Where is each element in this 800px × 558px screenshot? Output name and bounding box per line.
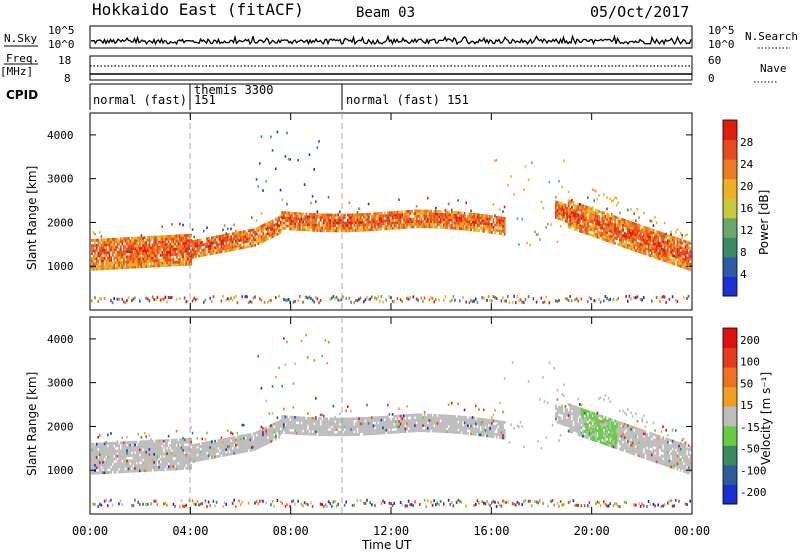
- power-colorbar-swatch-4: [723, 198, 737, 218]
- freq-label-2: [MHz]: [0, 65, 33, 78]
- velocity-colorbar-swatch-3: [723, 426, 737, 446]
- power-colorbar-tick-2: 12: [740, 224, 753, 237]
- power-colorbar-swatch-7: [723, 140, 737, 160]
- cpid-strip: CPID normal (fast) 151 themis 3300 norma…: [6, 83, 692, 110]
- velocity-colorbar-swatch-1: [723, 465, 737, 485]
- velocity-colorbar-tick-2: 50: [740, 377, 753, 390]
- cpid-segment-2: themis 3300: [194, 83, 273, 97]
- velocity-ytick-3: 4000: [47, 333, 74, 346]
- power-colorbar-swatch-0: [723, 276, 737, 296]
- nave-tick-top: 60: [708, 54, 721, 67]
- power-ytick-2: 3000: [47, 173, 74, 186]
- nsky-tick-bottom: 10^0: [48, 38, 75, 51]
- velocity-ytick-0: 1000: [47, 464, 74, 477]
- power-colorbar-swatch-6: [723, 159, 737, 179]
- power-colorbar-tick-4: 20: [740, 180, 753, 193]
- velocity-colorbar-swatch-8: [723, 328, 737, 348]
- power-colorbar-swatch-2: [723, 237, 737, 257]
- power-colorbar-tick-6: 28: [740, 136, 753, 149]
- velocity-ytick-2: 3000: [47, 377, 74, 390]
- velocity-colorbar-swatch-2: [723, 445, 737, 465]
- power-ytick-3: 4000: [47, 129, 74, 142]
- beam-title: Beam 03: [356, 5, 415, 21]
- cpid-label: CPID: [6, 88, 38, 102]
- velocity-colorbar-swatch-5: [723, 387, 737, 407]
- velocity-colorbar-tick-0: 200: [740, 334, 760, 347]
- nave-tick-bottom: 0: [708, 72, 715, 85]
- date-title: 05/Oct/2017: [590, 3, 689, 21]
- freq-label-1: Freq.: [6, 52, 39, 65]
- power-ytick-1: 2000: [47, 216, 74, 229]
- nsearch-tick-bottom: 10^0: [708, 38, 735, 51]
- velocity-colorbar-label: Velocity [m s⁻¹]: [759, 372, 773, 465]
- power-colorbar-swatch-5: [723, 179, 737, 199]
- power-panel: 1000 2000 3000 4000 Slant Range [km] 4 8 12 16…: [25, 113, 771, 310]
- station-title: Hokkaido East (fitACF): [92, 0, 304, 19]
- freq-strip: Freq. [MHz] 18 8 60 0 Nave: [0, 52, 787, 85]
- velocity-colorbar-tick-6: -100: [740, 464, 767, 477]
- power-ytick-0: 1000: [47, 260, 74, 273]
- x-tick-5: 20:00: [574, 524, 610, 538]
- nsearch-label: N.Search: [745, 30, 798, 43]
- velocity-colorbar-tick-1: 100: [740, 356, 760, 369]
- velocity-colorbar-swatch-7: [723, 348, 737, 368]
- power-ylabel: Slant Range [km]: [25, 166, 39, 270]
- x-axis-title: Time UT: [361, 538, 412, 552]
- power-colorbar-tick-5: 24: [740, 158, 754, 171]
- x-tick-6: 00:00: [674, 524, 710, 538]
- x-tick-3: 12:00: [373, 524, 409, 538]
- x-tick-4: 16:00: [473, 524, 509, 538]
- power-colorbar-tick-0: 4: [740, 268, 747, 281]
- power-colorbar-tick-1: 8: [740, 246, 747, 259]
- nave-label: Nave: [760, 62, 787, 75]
- nsky-strip: N.Sky 10^5 10^0 10^5 10^0 N.Search: [4, 24, 798, 51]
- x-tick-1: 04:00: [172, 524, 208, 538]
- power-colorbar-swatch-3: [723, 218, 737, 238]
- nsky-label: N.Sky: [4, 32, 37, 45]
- velocity-colorbar-swatch-4: [723, 406, 737, 426]
- power-colorbar-label: Power [dB]: [757, 190, 771, 255]
- velocity-ylabel: Slant Range [km]: [25, 372, 39, 476]
- velocity-colorbar-tick-3: 15: [740, 399, 753, 412]
- nsearch-tick-top: 10^5: [708, 24, 735, 37]
- velocity-ytick-1: 2000: [47, 420, 74, 433]
- velocity-colorbar-tick-4: -15: [740, 421, 760, 434]
- power-colorbar: 4 8 12 16 20 24 28: [723, 120, 754, 297]
- power-colorbar-swatch-8: [723, 120, 737, 140]
- freq-tick-top: 18: [58, 54, 71, 67]
- velocity-colorbar-swatch-0: [723, 484, 737, 504]
- power-colorbar-tick-3: 16: [740, 202, 753, 215]
- power-colorbar-swatch-1: [723, 257, 737, 277]
- x-tick-0: 00:00: [72, 524, 108, 538]
- x-tick-2: 08:00: [273, 524, 309, 538]
- velocity-colorbar-swatch-6: [723, 367, 737, 387]
- velocity-colorbar-tick-5: -50: [740, 443, 760, 456]
- freq-tick-bottom: 8: [64, 72, 71, 85]
- nsky-tick-top: 10^5: [48, 24, 75, 37]
- cpid-segment-3: normal (fast) 151: [346, 93, 469, 107]
- velocity-colorbar-tick-7: -200: [740, 486, 767, 499]
